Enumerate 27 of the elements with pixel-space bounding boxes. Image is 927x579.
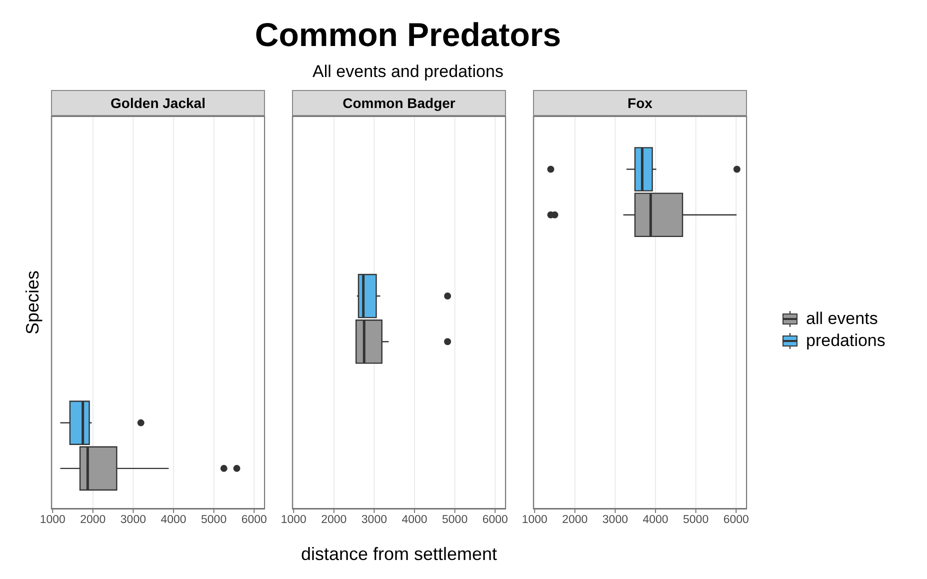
legend-label: all events [806, 309, 878, 329]
legend-label: predations [806, 331, 886, 351]
x-tick-label: 4000 [642, 514, 668, 526]
chart-title: Fox [533, 90, 747, 116]
x-tick-label: 4000 [160, 514, 186, 526]
chart-title: Golden Jackal [51, 90, 265, 116]
x-tick-label: 2000 [80, 514, 106, 526]
x-tick-label: 3000 [120, 514, 146, 526]
x-tick-label: 5000 [683, 514, 709, 526]
x-tick-label: 6000 [723, 514, 749, 526]
x-tick-label: 3000 [361, 514, 388, 526]
chart-title: Common Badger [292, 90, 506, 116]
x-tick-label: 1000 [522, 514, 548, 526]
x-tick-label: 1000 [280, 514, 306, 526]
text: Common Predators [254, 16, 562, 54]
x-tick-label: 1000 [40, 514, 66, 526]
text: All events and predations [312, 62, 504, 82]
x-tick-label: 2000 [321, 514, 347, 526]
x-tick-label: 6000 [482, 514, 508, 526]
x-tick-label: 5000 [442, 514, 468, 526]
x-tick-label: 3000 [602, 514, 628, 526]
x-tick-label: 5000 [201, 514, 227, 526]
x-tick-label: 6000 [241, 514, 267, 526]
x-tick-label: 2000 [562, 514, 588, 526]
x-axis-title: distance from settlement [300, 544, 498, 565]
y-axis-title: Species [22, 269, 44, 337]
x-tick-label: 4000 [402, 514, 428, 526]
